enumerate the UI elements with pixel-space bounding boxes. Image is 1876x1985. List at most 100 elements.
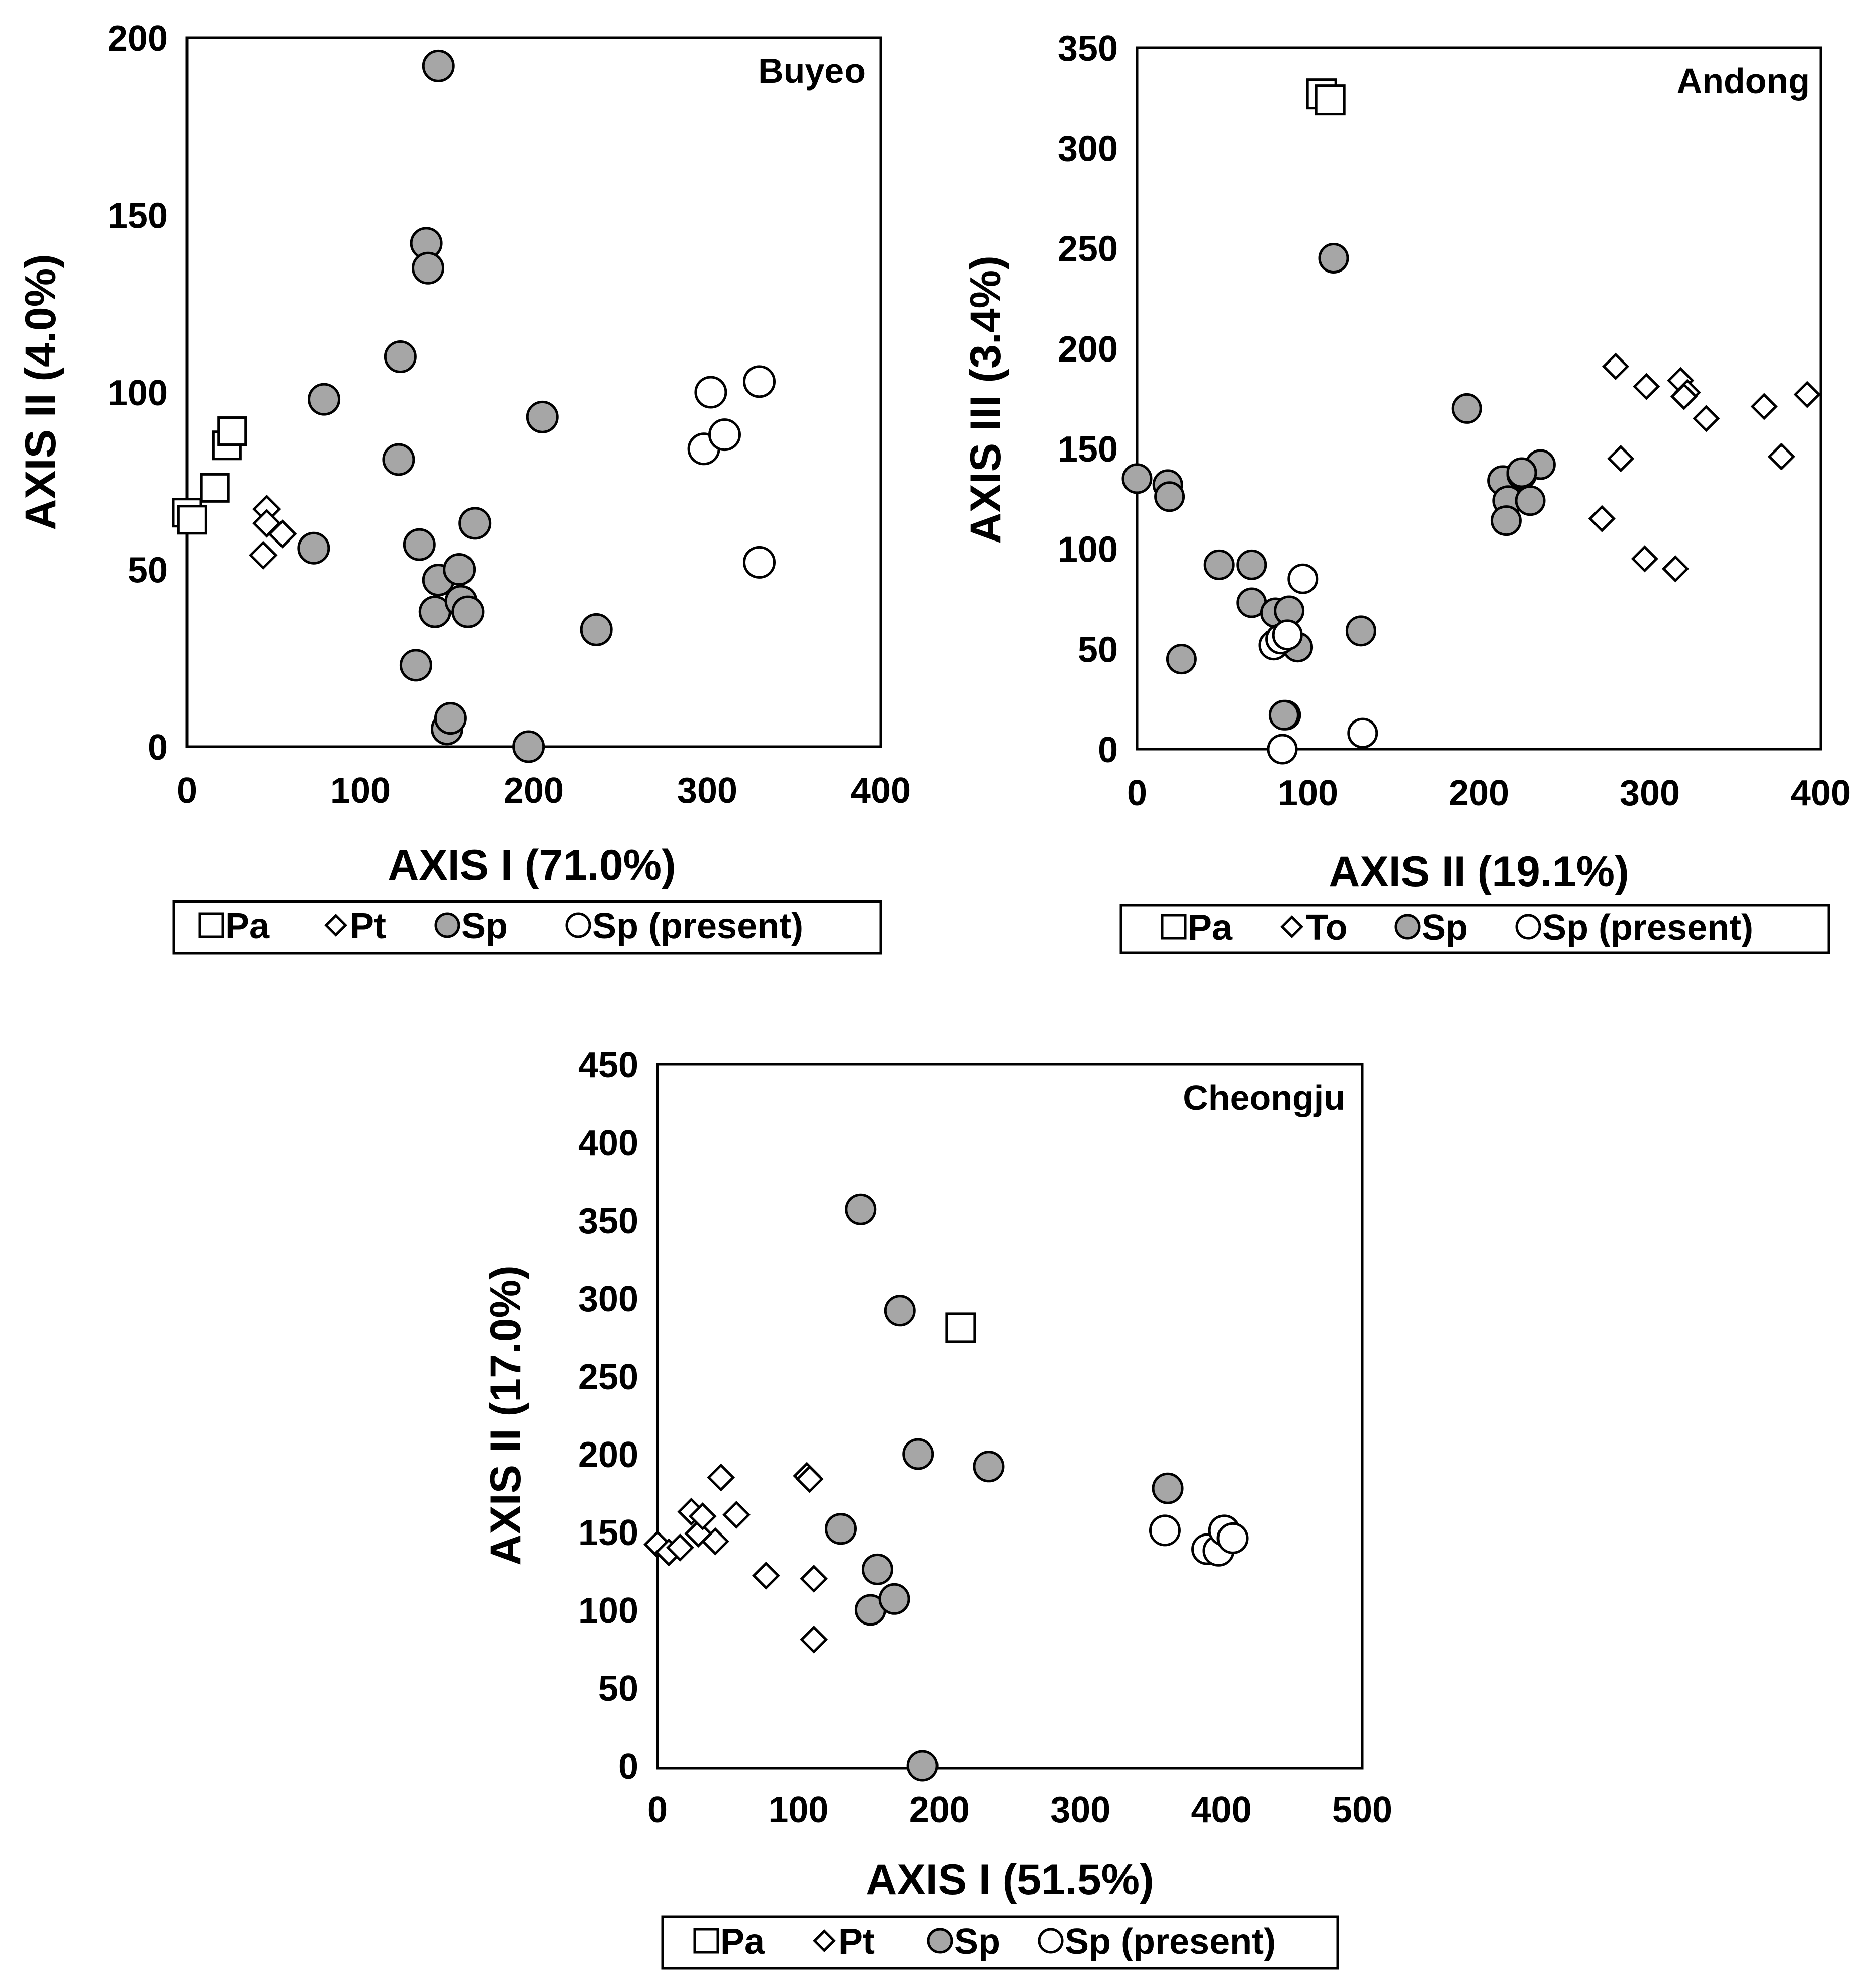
point-pt xyxy=(701,1527,729,1556)
legend-box xyxy=(661,1915,1339,1970)
markers xyxy=(1121,78,1821,765)
y-axis-label: AXIS II (4.0%) xyxy=(17,254,65,530)
x-tick-label: 100 xyxy=(768,1790,828,1830)
point-sp-present xyxy=(1287,563,1319,594)
point-sp xyxy=(382,443,415,476)
point-sp xyxy=(458,507,492,540)
markers xyxy=(643,1193,1249,1782)
legend-label: Sp xyxy=(1422,908,1468,948)
y-tick-label: 250 xyxy=(1058,229,1118,269)
y-tick-label: 100 xyxy=(578,1591,638,1631)
point-sp xyxy=(403,528,436,561)
legend-marker-icon xyxy=(1280,915,1303,938)
x-tick-label: 300 xyxy=(1620,773,1680,814)
legend-marker-icon xyxy=(1161,914,1187,940)
point-sp xyxy=(1515,485,1546,516)
x-tick-label: 0 xyxy=(177,771,197,811)
x-tick-label: 200 xyxy=(909,1790,970,1830)
x-tick-label: 500 xyxy=(1332,1790,1392,1830)
y-tick-label: 0 xyxy=(148,728,168,768)
x-tick-label: 0 xyxy=(1127,773,1147,814)
point-to xyxy=(1588,505,1616,532)
point-sp xyxy=(512,730,545,763)
point-to xyxy=(1767,443,1795,471)
legend: Pa Pt Sp Sp (present) xyxy=(661,1915,1339,1970)
point-sp xyxy=(1121,463,1153,494)
point-sp xyxy=(906,1750,939,1782)
legend-marker-icon xyxy=(1394,914,1421,940)
point-to xyxy=(1633,373,1660,400)
point-to xyxy=(1607,445,1635,473)
legend: Pa To Sp Sp (present) xyxy=(1119,904,1830,954)
y-tick-label: 0 xyxy=(1098,730,1118,770)
x-tick-label: 0 xyxy=(647,1790,668,1830)
legend-box xyxy=(1119,904,1830,954)
point-sp-present xyxy=(743,546,776,579)
point-sp xyxy=(1203,549,1235,580)
legend-items: Pa Pt Sp Sp (present) xyxy=(198,906,803,946)
point-sp xyxy=(845,1193,877,1225)
point-pt xyxy=(707,1463,735,1492)
y-tick-label: 100 xyxy=(1058,529,1118,570)
y-tick-label: 100 xyxy=(108,373,168,413)
y-tick-label: 150 xyxy=(578,1513,638,1553)
x-tick-label: 100 xyxy=(330,771,391,811)
point-sp xyxy=(1345,615,1376,647)
point-pa xyxy=(217,416,247,446)
point-to xyxy=(1631,545,1658,573)
y-tick-label: 400 xyxy=(578,1123,638,1163)
y-ticks: 0 50 100 150 200 xyxy=(108,19,168,768)
point-sp xyxy=(1506,457,1537,488)
x-tick-label: 400 xyxy=(851,771,911,811)
x-axis-label: AXIS I (51.5%) xyxy=(866,1856,1154,1904)
x-tick-label: 100 xyxy=(1278,773,1338,814)
panel-andong: Andong 0 50 100 150 200 250 300 350 0 100 200 300 4… xyxy=(962,29,1851,954)
legend-label: Pa xyxy=(225,906,270,946)
x-tick-label: 200 xyxy=(1449,773,1509,814)
legend-label: Sp xyxy=(954,1922,1000,1962)
x-tick-label: 200 xyxy=(504,771,564,811)
legend-label: Pa xyxy=(1188,908,1233,948)
point-pa xyxy=(1315,84,1346,116)
point-to xyxy=(1793,381,1821,408)
point-sp xyxy=(384,340,417,373)
x-tick-label: 400 xyxy=(1191,1790,1252,1830)
x-ticks: 0 100 200 300 400 500 xyxy=(647,1790,1392,1830)
legend-marker-icon xyxy=(927,1928,953,1954)
point-sp xyxy=(1154,481,1185,512)
point-sp xyxy=(1166,644,1197,675)
point-sp xyxy=(1318,243,1349,274)
point-sp xyxy=(1236,549,1267,580)
point-sp xyxy=(902,1438,934,1470)
point-pt xyxy=(666,1533,694,1562)
y-tick-label: 50 xyxy=(1078,630,1118,670)
point-to xyxy=(1693,405,1720,432)
legend-marker-icon xyxy=(1038,1928,1064,1954)
point-pt xyxy=(795,1465,824,1493)
y-ticks: 0 50 100 150 200 250 300 350 400 450 xyxy=(578,1045,638,1787)
panel-buyeo: Buyeo 0 50 100 150 200 0 100 200 300 400 AXIS I … xyxy=(17,19,911,955)
legend-items: Pa To Sp Sp (present) xyxy=(1161,908,1753,948)
y-tick-label: 50 xyxy=(598,1669,638,1709)
point-sp xyxy=(1152,1472,1184,1504)
plot-frame xyxy=(656,1063,1364,1770)
point-sp xyxy=(580,613,613,646)
point-sp xyxy=(399,649,432,682)
point-sp xyxy=(412,251,445,285)
point-sp xyxy=(422,49,455,82)
legend-marker-icon xyxy=(813,1929,836,1952)
legend-marker-icon xyxy=(198,912,224,938)
point-sp-present xyxy=(1216,1522,1249,1554)
plot-frame xyxy=(185,36,882,748)
x-tick-label: 300 xyxy=(1050,1790,1110,1830)
legend-marker-icon xyxy=(565,912,591,938)
legend-marker-icon xyxy=(1515,914,1541,940)
y-tick-label: 50 xyxy=(128,551,168,591)
point-sp-present xyxy=(1347,717,1378,749)
x-tick-label: 400 xyxy=(1791,773,1851,814)
y-tick-label: 150 xyxy=(1058,429,1118,470)
point-sp-present xyxy=(1267,734,1298,765)
point-pt xyxy=(752,1561,780,1590)
x-ticks: 0 100 200 300 400 xyxy=(177,771,911,811)
